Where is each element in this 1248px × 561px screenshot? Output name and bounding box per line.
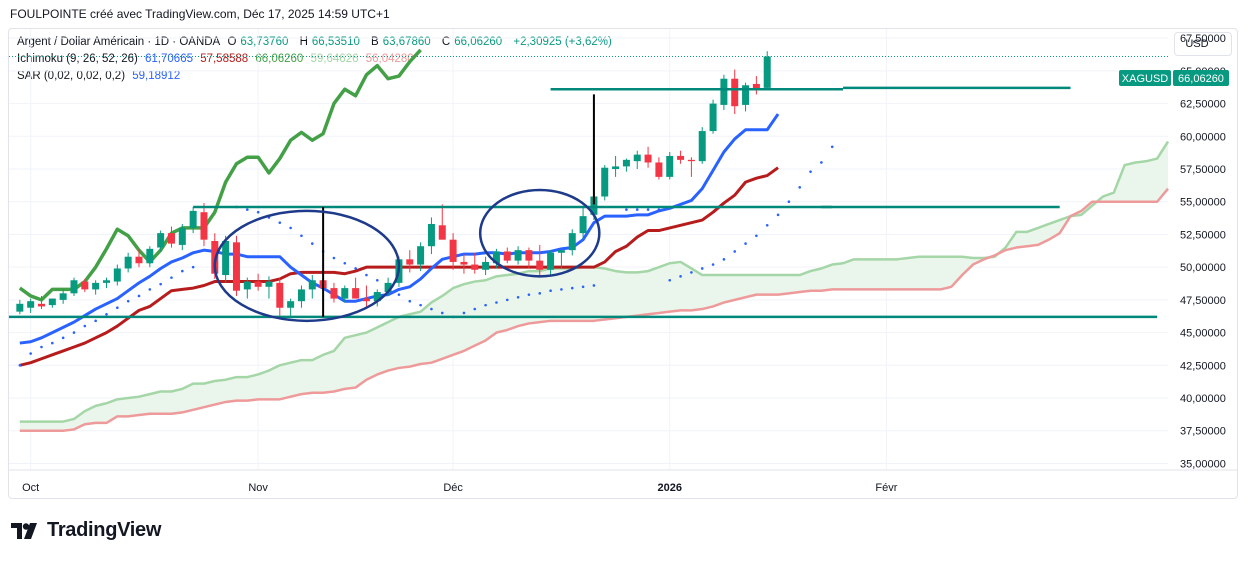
high-value: H 66,53510 (299, 36, 360, 48)
ichimoku-label[interactable]: Ichimoku (9, 26, 52, 26) (17, 53, 138, 65)
ichimoku-span-b-value: 56,04280 (365, 53, 414, 65)
ichimoku-kijun-value: 57,58588 (200, 53, 249, 65)
legend-sar-row[interactable]: SAR (0,02, 0,02, 0,2) 59,18912 (17, 70, 184, 82)
change-value: +2,30925 (+3,62%) (513, 36, 612, 48)
sar-value: 59,18912 (132, 70, 181, 82)
symbol-label[interactable]: Argent / Dollar Américain · 1D · OANDA (17, 36, 221, 48)
ichimoku-tenkan-value: 61,70665 (145, 53, 193, 65)
legend-ohlc-row[interactable]: Argent / Dollar Américain · 1D · OANDA O… (17, 36, 616, 48)
tradingview-logo[interactable]: TradingView (11, 519, 161, 542)
ichimoku-chikou-value: 66,06260 (255, 53, 304, 65)
currency-unit-button[interactable]: USD (1174, 32, 1232, 56)
close-value: C 66,06260 (441, 36, 503, 48)
chart-header-title: FOULPOINTE créé avec TradingView.com, Dé… (10, 7, 390, 21)
tradingview-logo-icon (11, 522, 37, 539)
sar-label[interactable]: SAR (0,02, 0,02, 0,2) (17, 70, 126, 82)
chart-frame (8, 28, 1238, 499)
ichimoku-span-a-value: 59,64626 (310, 53, 359, 65)
legend-ichimoku-row[interactable]: Ichimoku (9, 26, 52, 26) 61,70665 57,585… (17, 53, 418, 65)
tradingview-logo-text: TradingView (47, 519, 162, 541)
low-value: B 63,67860 (371, 36, 431, 48)
open-value: O 63,73760 (227, 36, 289, 48)
